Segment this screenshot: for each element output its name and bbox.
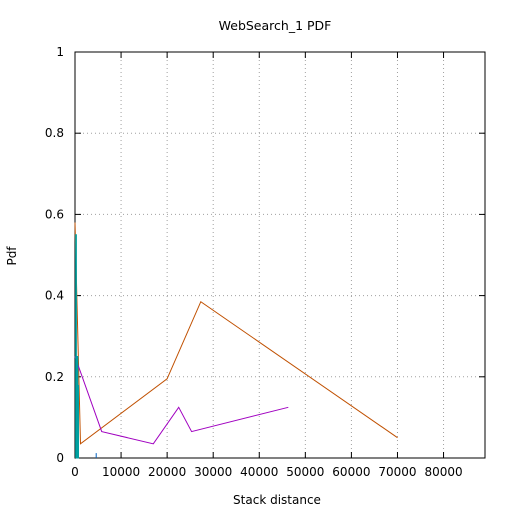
tick-labels: 0 0.2 0.4 0.6 0.8 1 0 10000 20000 30000 40000 50000…: [45, 45, 463, 479]
x-tick-label: 70000: [378, 465, 416, 479]
x-tick-label: 40000: [240, 465, 278, 479]
series-line-3: [75, 234, 79, 459]
chart-title: WebSearch_1 PDF: [219, 18, 332, 33]
y-tick-label: 0: [56, 451, 64, 465]
y-axis-label: Pdf: [5, 246, 19, 266]
x-tick-label: 20000: [148, 465, 186, 479]
x-tick-label: 0: [71, 465, 79, 479]
series-line-2: [74, 356, 289, 445]
x-axis-label: Stack distance: [233, 493, 321, 507]
plot-frame: [74, 51, 486, 459]
y-tick-label: 0.4: [45, 289, 64, 303]
x-tick-label: 50000: [286, 465, 324, 479]
series-lines: [74, 222, 398, 459]
x-tick-label: 10000: [102, 465, 140, 479]
y-tick-label: 0.6: [45, 207, 64, 221]
y-tick-label: 1: [56, 45, 64, 59]
x-tick-label: 30000: [194, 465, 232, 479]
x-tick-label: 60000: [332, 465, 370, 479]
grid-lines: [75, 52, 485, 458]
y-tick-label: 0.8: [45, 126, 64, 140]
y-tick-label: 0.2: [45, 370, 64, 384]
axis-ticks: [74, 51, 485, 459]
x-tick-label: 80000: [424, 465, 462, 479]
series-line-1: [74, 222, 398, 445]
